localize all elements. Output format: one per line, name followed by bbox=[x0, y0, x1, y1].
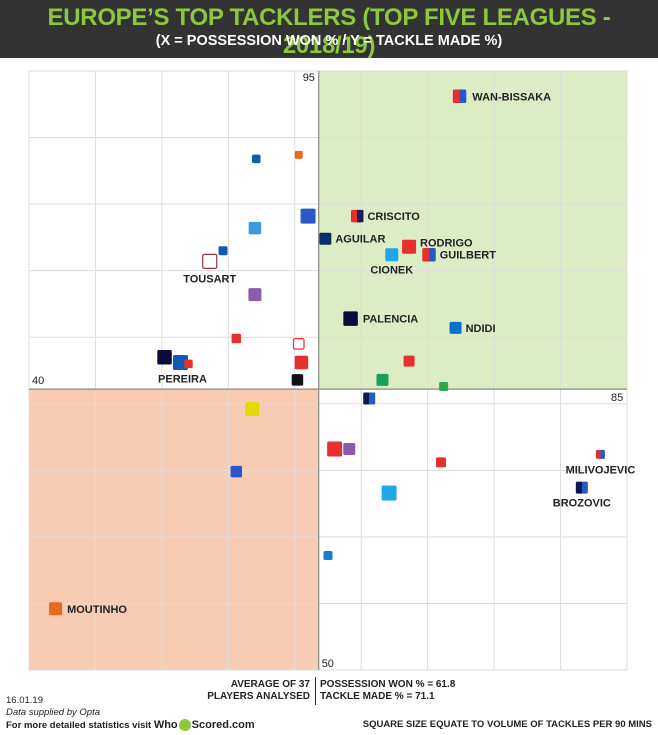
more-stats-text: For more detailed statistics visit bbox=[6, 720, 152, 731]
player-point[interactable] bbox=[376, 373, 389, 386]
player-label-pereira: PEREIRA bbox=[158, 374, 207, 386]
player-point[interactable] bbox=[218, 246, 228, 256]
player-point[interactable] bbox=[292, 338, 305, 350]
gridlines bbox=[29, 71, 627, 670]
player-point-milivojevic[interactable] bbox=[595, 449, 605, 459]
average-divider bbox=[315, 677, 316, 705]
player-point[interactable] bbox=[300, 208, 316, 224]
player-point[interactable] bbox=[327, 441, 343, 457]
average-tackle-text: TACKLE MADE % = 71.1 bbox=[320, 691, 435, 702]
player-label-rodrigo: RODRIGO bbox=[420, 238, 473, 250]
average-line-2: PLAYERS ANALYSED bbox=[207, 691, 310, 702]
data-source: Data supplied by Opta bbox=[6, 707, 101, 718]
player-point[interactable] bbox=[323, 551, 333, 561]
data-points: WAN-BISSAKA CRISCITO AGUILAR RODRIGOGUILBER… bbox=[49, 89, 636, 616]
player-point[interactable] bbox=[294, 355, 309, 370]
average-possession-text: POSSESSION WON % = 61.8 bbox=[320, 679, 456, 690]
player-point[interactable] bbox=[248, 288, 262, 302]
player-label-ndidi: NDIDI bbox=[466, 323, 496, 335]
ball-icon bbox=[178, 719, 191, 732]
player-label-brozovic: BROZOVIC bbox=[553, 498, 611, 510]
player-label-palencia: PALENCIA bbox=[363, 314, 418, 326]
header-bar: EUROPE’S TOP TACKLERS (TOP FIVE LEAGUES … bbox=[0, 0, 658, 59]
brand-tld: .com bbox=[228, 719, 255, 731]
top-right-quadrant bbox=[318, 71, 627, 390]
average-values: POSSESSION WON % = 61.8 TACKLE MADE % = … bbox=[320, 679, 520, 703]
player-point-cionek[interactable] bbox=[385, 248, 399, 262]
chart-subtitle: (X = POSSESSION WON % / Y = TACKLE MADE … bbox=[155, 33, 503, 49]
date-stamp: 16.01.19 bbox=[6, 695, 43, 706]
player-point[interactable] bbox=[251, 154, 261, 164]
player-point-criscito[interactable] bbox=[350, 209, 364, 223]
quadrants bbox=[29, 71, 627, 670]
player-point[interactable] bbox=[184, 359, 193, 369]
player-point-guilbert[interactable] bbox=[422, 247, 436, 262]
player-label-milivojevic: MILIVOJEVIC bbox=[566, 464, 636, 476]
player-label-cionek: CIONEK bbox=[370, 265, 413, 277]
player-point[interactable] bbox=[248, 221, 262, 235]
player-point[interactable] bbox=[439, 381, 449, 391]
player-point-brozovic[interactable] bbox=[575, 481, 588, 494]
chart-title: EUROPE’S TOP TACKLERS (TOP FIVE LEAGUES … bbox=[47, 4, 611, 59]
square-size-note: SQUARE SIZE EQUATE TO VOLUME OF TACKLES … bbox=[362, 719, 652, 730]
player-point-aguilar[interactable] bbox=[319, 232, 332, 245]
player-point[interactable] bbox=[245, 402, 260, 417]
player-point-tousart[interactable] bbox=[202, 253, 218, 269]
player-point[interactable] bbox=[381, 485, 397, 501]
player-label-aguilar: AGUILAR bbox=[335, 234, 385, 246]
y-axis-min-label: 50 bbox=[322, 658, 334, 670]
player-point[interactable] bbox=[231, 333, 242, 344]
y-axis-max-label: 95 bbox=[303, 72, 315, 84]
player-point[interactable] bbox=[230, 465, 243, 478]
whoscored-logo[interactable]: Who Scored.com bbox=[153, 719, 255, 732]
player-label-wan-bissaka: WAN-BISSAKA bbox=[472, 91, 551, 103]
player-point-palencia[interactable] bbox=[343, 311, 358, 326]
brand-prefix: Who bbox=[153, 719, 178, 731]
plot-frame bbox=[28, 70, 628, 671]
player-point[interactable] bbox=[363, 392, 376, 405]
player-point-moutinho[interactable] bbox=[49, 602, 63, 616]
scatter-chart: 95 50 40 85 WAN-BISSAKA CRISCITO AGUILAR RO… bbox=[28, 70, 636, 671]
average-line-1: AVERAGE OF 37 bbox=[230, 679, 310, 690]
player-label-moutinho: MOUTINHO bbox=[67, 604, 127, 616]
average-label: AVERAGE OF 37 PLAYERS ANALYSED bbox=[150, 679, 310, 703]
player-label-guilbert: GUILBERT bbox=[440, 250, 497, 262]
player-point[interactable] bbox=[291, 374, 304, 386]
player-point-wan-bissaka[interactable] bbox=[452, 89, 467, 104]
x-axis-max-label: 85 bbox=[611, 392, 623, 404]
player-point[interactable] bbox=[403, 355, 415, 367]
player-point[interactable] bbox=[157, 349, 172, 365]
bottom-left-quadrant bbox=[29, 389, 319, 670]
x-axis-min-label: 40 bbox=[32, 375, 44, 387]
player-point[interactable] bbox=[435, 457, 446, 468]
player-label-tousart: TOUSART bbox=[183, 273, 236, 285]
player-point[interactable] bbox=[294, 150, 303, 159]
player-point-rodrigo[interactable] bbox=[402, 239, 417, 254]
player-point-ndidi[interactable] bbox=[449, 321, 462, 334]
brand-suffix: Scored bbox=[191, 719, 229, 731]
player-label-criscito: CRISCITO bbox=[367, 211, 420, 223]
player-point[interactable] bbox=[343, 443, 356, 456]
more-stats-note: For more detailed statistics visit Who Sc… bbox=[6, 719, 255, 732]
